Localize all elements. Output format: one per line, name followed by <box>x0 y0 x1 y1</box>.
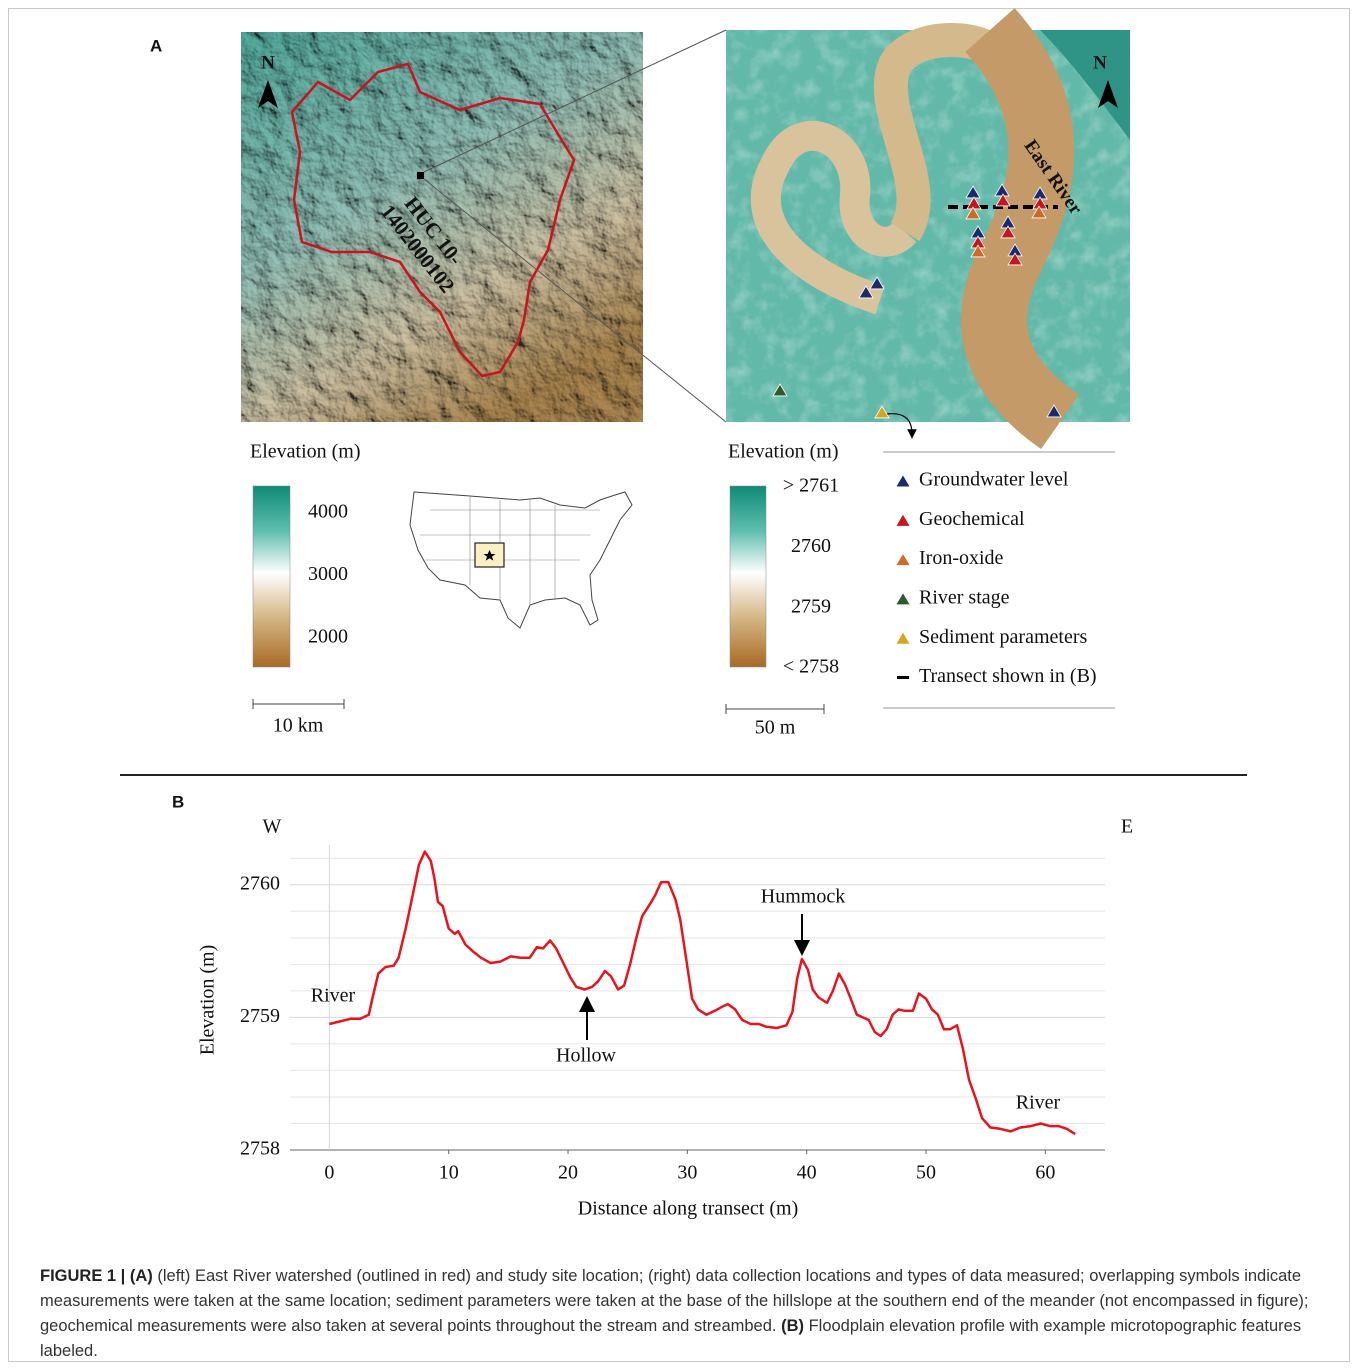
colorbar-label: 3000 <box>308 563 348 585</box>
meander <box>873 23 1016 242</box>
north-arrow <box>1098 80 1118 108</box>
panel-label: A <box>150 36 162 55</box>
zoom-line <box>423 178 727 423</box>
site-star <box>483 550 496 561</box>
colorbar-label: 4000 <box>308 500 348 522</box>
figure: A B N N HUC 10- 1402000102 East River El… <box>120 8 1247 1220</box>
site-symbol <box>874 405 890 419</box>
figure-frame <box>8 8 1350 1362</box>
legend-symbol <box>896 632 910 644</box>
caption-part: (B) <box>781 1317 804 1335</box>
legend-label: Sediment parameters <box>919 626 1087 648</box>
elevation-line <box>329 850 1076 1136</box>
site-symbol <box>965 206 981 220</box>
annotation: River <box>311 985 356 1007</box>
axis-label: Elevation (m) <box>197 945 219 1056</box>
direction-label: E <box>1121 816 1133 838</box>
colorbar-title: Elevation (m) <box>728 441 839 463</box>
caption-label: FIGURE 1 | <box>40 1267 126 1285</box>
legend-label: Geochemical <box>919 508 1025 530</box>
meander <box>750 120 917 315</box>
site-symbol <box>858 285 874 299</box>
site-marker <box>417 172 424 179</box>
north-arrow <box>258 80 278 108</box>
x-tick-label: 30 <box>677 1162 697 1184</box>
legend-label: Transect shown in (B) <box>919 665 1097 687</box>
maps <box>120 8 1247 776</box>
legend-symbol <box>896 554 910 566</box>
site-symbol <box>995 193 1011 207</box>
y-tick-label: 2759 <box>240 1005 280 1027</box>
axis-label: Distance along transect (m) <box>578 1198 798 1220</box>
watershed-outline <box>290 62 576 378</box>
y-tick-label: 2758 <box>240 1138 280 1160</box>
north-label: N <box>261 52 275 73</box>
colorbar-label: 2760 <box>791 535 831 557</box>
annotation: Hollow <box>556 1045 617 1067</box>
colorbar-label: < 2758 <box>783 656 839 678</box>
site-symbol <box>970 244 986 258</box>
colorbar-label: > 2761 <box>783 475 839 497</box>
x-tick-label: 40 <box>797 1162 817 1184</box>
panel-label: B <box>172 792 184 811</box>
zoom-line <box>423 29 727 173</box>
site-symbol <box>1046 404 1062 418</box>
scale-bar <box>725 704 825 714</box>
legend-symbol <box>896 475 910 487</box>
caption: FIGURE 1 | (A) (left) East River watersh… <box>40 1264 1332 1364</box>
legend-label: River stage <box>919 586 1010 608</box>
north-label: N <box>1093 52 1107 73</box>
legend-symbol <box>896 593 910 605</box>
scale-bar <box>252 699 345 709</box>
annotation: River <box>1016 1092 1061 1114</box>
site-symbol <box>965 185 981 199</box>
site-symbol <box>1007 252 1023 266</box>
site-symbol <box>869 276 885 290</box>
colorbar-label: 2000 <box>308 626 348 648</box>
annotation: Hummock <box>761 886 845 908</box>
y-tick-label: 2760 <box>240 872 280 894</box>
legend-label: Iron-oxide <box>919 547 1004 569</box>
caption-text: Floodplain elevation profile with exampl… <box>40 1317 1302 1360</box>
legend-label: Groundwater level <box>919 469 1069 491</box>
colorbar-title: Elevation (m) <box>250 441 361 463</box>
scale-label: 50 m <box>755 717 796 739</box>
x-tick-label: 10 <box>439 1162 459 1184</box>
colorbar-label: 2759 <box>791 595 831 617</box>
caption-text: (left) East River watershed (outlined in… <box>40 1267 1309 1335</box>
scale-label: 10 km <box>273 715 324 737</box>
colorbar <box>252 485 291 668</box>
site-symbol <box>1031 205 1047 219</box>
caption-part: (A) <box>129 1267 153 1285</box>
legend-symbol <box>896 514 910 526</box>
high-ground <box>1040 30 1130 140</box>
site-symbol <box>1000 225 1016 239</box>
site-symbol <box>772 383 788 397</box>
hillshade <box>241 32 643 422</box>
x-tick-label: 60 <box>1035 1162 1055 1184</box>
x-tick-label: 0 <box>324 1162 334 1184</box>
direction-label: W <box>263 816 282 838</box>
x-tick-label: 20 <box>558 1162 578 1184</box>
pointer-arrow <box>886 413 917 439</box>
river-channel <box>961 8 1080 450</box>
colorbar <box>729 485 767 668</box>
x-tick-label: 50 <box>916 1162 936 1184</box>
